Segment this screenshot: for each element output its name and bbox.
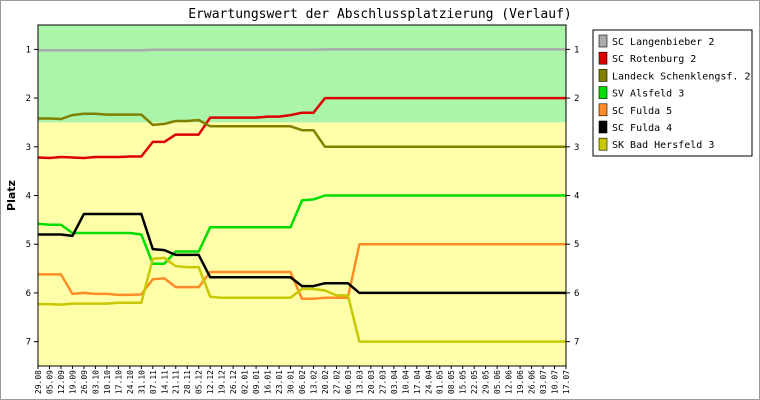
legend: SC Langenbieber 2 SC Rotenburg 2 Landeck S… <box>592 29 753 157</box>
legend-label-5: SC Fulda 5 <box>612 106 672 117</box>
x-tick-label: 05.09 <box>45 370 54 394</box>
x-tick-label: 12.12 <box>206 370 215 394</box>
x-tick-label: 29.08 <box>34 370 43 394</box>
x-tick-label: 28.11 <box>183 370 192 394</box>
series-lines <box>37 48 566 343</box>
legend-label-1: SC Langenbieber 2 <box>612 37 714 48</box>
y-tick-label-right: 5 <box>574 240 579 250</box>
x-tick-label: 26.09 <box>80 370 89 394</box>
legend-label-2: SC Rotenburg 2 <box>612 54 696 65</box>
x-tick-label: 13.02 <box>309 370 318 394</box>
series-line-7 <box>38 256 566 343</box>
y-tick-label-left: 1 <box>26 45 31 55</box>
legend-box <box>592 29 753 157</box>
legend-swatch-7 <box>598 137 608 151</box>
x-tick-label: 27.03 <box>378 370 387 394</box>
series-line-6 <box>38 212 566 295</box>
y-tick-label-right: 2 <box>574 94 579 104</box>
x-tick-label: 13.03 <box>355 370 364 394</box>
series-line-1 <box>38 48 566 52</box>
legend-label-3: Landeck Schenklengsf. 2 <box>612 71 750 82</box>
x-tick-label: 03.04 <box>390 370 399 394</box>
y-axis-ticks: 1 1 2 2 3 3 4 4 5 5 6 6 7 7 <box>26 45 580 347</box>
x-tick-label: 10.04 <box>401 370 410 394</box>
x-tick-label: 23.01 <box>275 370 284 394</box>
legend-swatch-4 <box>598 86 608 99</box>
x-tick-label: 06.03 <box>344 370 353 394</box>
x-tick-label: 10.07 <box>551 370 560 394</box>
x-tick-label: 31.10 <box>137 370 146 394</box>
y-tick-label-right: 3 <box>574 143 579 153</box>
x-tick-label: 10.10 <box>103 370 112 394</box>
y-tick-label-left: 6 <box>26 289 31 299</box>
x-tick-label: 03.07 <box>539 370 548 394</box>
y-tick-label-right: 1 <box>574 45 579 55</box>
series-line-2 <box>37 96 566 160</box>
x-tick-label: 09.01 <box>252 370 261 394</box>
x-tick-label: 16.01 <box>264 370 273 394</box>
x-tick-label: 29.05 <box>482 370 491 394</box>
series-line-3 <box>38 112 566 149</box>
legend-label-7: SK Bad Hersfeld 3 <box>612 140 714 151</box>
x-tick-label: 06.02 <box>298 370 307 394</box>
x-tick-label: 30.01 <box>287 370 296 394</box>
x-tick-label: 22.05 <box>470 370 479 394</box>
y-tick-label-left: 2 <box>26 94 31 104</box>
y-tick-label-left: 7 <box>26 338 31 348</box>
x-tick-label: 19.12 <box>218 370 227 394</box>
legend-label-4: SV Alsfeld 3 <box>612 89 684 100</box>
y-tick-label-left: 4 <box>26 192 31 202</box>
x-axis-ticks: 29.08 05.09 12.09 19.09 26.09 03.10 10.10 17.10… <box>34 366 571 394</box>
legend-swatch-2 <box>598 51 608 65</box>
x-tick-label: 24.10 <box>126 370 135 394</box>
x-tick-label: 02.01 <box>241 370 250 394</box>
y-tick-label-right: 6 <box>574 289 579 299</box>
y-tick-label-right: 7 <box>574 338 579 348</box>
x-tick-label: 26.12 <box>229 370 238 394</box>
x-tick-label: 17.07 <box>562 370 571 394</box>
legend-swatch-1 <box>598 34 608 48</box>
y-tick-label-right: 4 <box>574 192 579 202</box>
x-tick-label: 27.02 <box>332 370 341 394</box>
x-tick-label: 08.05 <box>447 370 456 394</box>
series-line-5 <box>38 242 566 301</box>
x-tick-label: 03.10 <box>91 370 100 394</box>
legend-label-6: SC Fulda 4 <box>612 123 672 134</box>
x-tick-label: 12.06 <box>505 370 514 394</box>
x-tick-label: 17.10 <box>114 370 123 394</box>
x-tick-label: 19.06 <box>516 370 525 394</box>
x-tick-label: 05.06 <box>493 370 502 394</box>
x-tick-label: 05.12 <box>195 370 204 394</box>
y-tick-label-left: 5 <box>26 240 31 250</box>
legend-swatch-6 <box>598 120 608 134</box>
y-tick-label-left: 3 <box>26 143 31 153</box>
series-line-4 <box>37 194 566 265</box>
legend-swatch-5 <box>598 103 608 117</box>
x-tick-label: 21.11 <box>172 370 181 394</box>
x-tick-label: 01.05 <box>436 370 445 394</box>
x-tick-label: 26.06 <box>528 370 537 394</box>
x-tick-label: 20.03 <box>367 370 376 394</box>
x-tick-label: 15.05 <box>459 370 468 394</box>
x-tick-label: 12.09 <box>57 370 66 394</box>
legend-swatch-3 <box>598 69 608 82</box>
x-tick-label: 24.04 <box>424 370 433 394</box>
x-tick-label: 07.11 <box>149 370 158 394</box>
x-tick-label: 19.09 <box>68 370 77 394</box>
y-axis-label: Platz <box>5 180 18 211</box>
x-tick-label: 14.11 <box>160 370 169 394</box>
background-band-1 <box>38 25 566 123</box>
chart-title: Erwartungswert der Abschlussplatzierung … <box>188 7 572 22</box>
x-tick-label: 20.02 <box>321 370 330 394</box>
x-tick-label: 17.04 <box>413 370 422 394</box>
